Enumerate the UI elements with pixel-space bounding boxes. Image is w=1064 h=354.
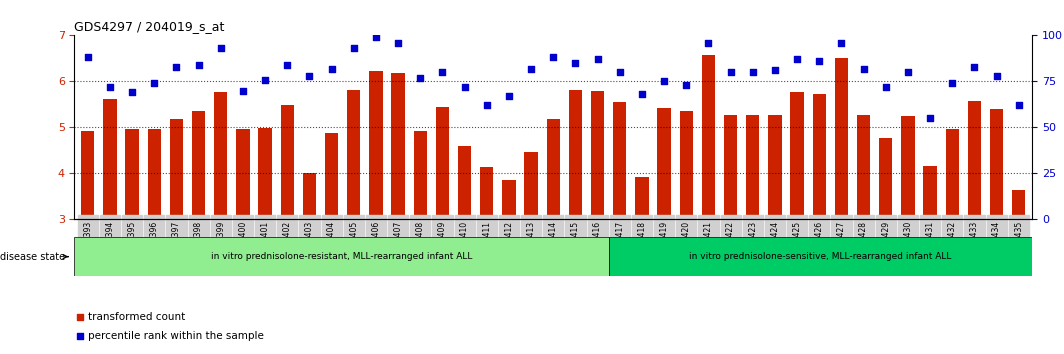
Point	[722, 69, 739, 75]
Bar	[680, 111, 693, 219]
Text: percentile rank within the sample: percentile rank within the sample	[87, 331, 264, 341]
Point	[700, 40, 717, 46]
Point	[212, 45, 230, 51]
Point	[380, 226, 397, 232]
Point	[500, 93, 517, 99]
Point	[412, 75, 429, 81]
Point	[655, 79, 672, 84]
Bar	[946, 129, 959, 219]
Bar	[613, 102, 627, 219]
Bar	[547, 119, 560, 219]
Point	[301, 73, 318, 79]
Point	[567, 60, 584, 66]
Point	[788, 57, 805, 62]
Bar	[635, 177, 649, 219]
Point	[79, 55, 96, 60]
Bar	[1012, 190, 1026, 219]
Point	[1010, 103, 1027, 108]
Bar	[768, 115, 782, 219]
Bar	[214, 92, 228, 219]
Bar	[126, 129, 138, 219]
Bar	[813, 94, 826, 219]
Bar	[458, 146, 471, 219]
Bar	[436, 107, 449, 219]
Point	[168, 64, 185, 69]
Bar	[414, 131, 427, 219]
Bar	[480, 167, 494, 219]
Bar	[658, 108, 670, 219]
Point	[966, 64, 983, 69]
Point	[434, 69, 451, 75]
Bar	[347, 90, 361, 219]
Point	[190, 62, 207, 68]
Bar	[724, 115, 737, 219]
FancyBboxPatch shape	[609, 237, 1032, 276]
Point	[234, 88, 251, 93]
Bar	[746, 115, 760, 219]
Point	[988, 73, 1005, 79]
Bar	[835, 58, 848, 219]
Point	[380, 52, 397, 58]
Bar	[103, 99, 117, 219]
Bar	[303, 172, 316, 219]
Point	[678, 82, 695, 88]
Point	[611, 69, 628, 75]
Bar	[192, 111, 205, 219]
Bar	[281, 105, 294, 219]
Point	[811, 58, 828, 64]
Point	[279, 62, 296, 68]
Point	[877, 84, 894, 90]
Point	[855, 66, 872, 72]
Text: disease state: disease state	[0, 252, 68, 262]
Point	[944, 80, 961, 86]
Point	[456, 84, 473, 90]
Point	[146, 80, 163, 86]
Point	[633, 91, 650, 97]
Point	[744, 69, 761, 75]
Bar	[968, 101, 981, 219]
Bar	[857, 115, 870, 219]
Bar	[148, 129, 161, 219]
Bar	[81, 131, 95, 219]
Bar	[879, 138, 893, 219]
Point	[345, 45, 362, 51]
Text: in vitro prednisolone-sensitive, MLL-rearranged infant ALL: in vitro prednisolone-sensitive, MLL-rea…	[689, 252, 951, 261]
Point	[833, 40, 850, 46]
Point	[323, 66, 340, 72]
Point	[766, 68, 783, 73]
Point	[545, 55, 562, 60]
Bar	[259, 129, 271, 219]
Bar	[924, 166, 936, 219]
Bar	[170, 119, 183, 219]
Point	[589, 57, 606, 62]
Bar	[569, 90, 582, 219]
Bar	[791, 92, 803, 219]
FancyBboxPatch shape	[74, 237, 609, 276]
Bar	[325, 133, 338, 219]
Bar	[525, 152, 537, 219]
Point	[389, 40, 406, 46]
Bar	[502, 181, 516, 219]
Point	[256, 77, 273, 82]
Bar	[990, 109, 1003, 219]
Bar	[369, 71, 383, 219]
Bar	[901, 116, 915, 219]
Point	[899, 69, 916, 75]
Bar	[236, 129, 250, 219]
Text: transformed count: transformed count	[87, 312, 185, 322]
Point	[101, 84, 118, 90]
Bar	[591, 91, 604, 219]
Text: GDS4297 / 204019_s_at: GDS4297 / 204019_s_at	[74, 20, 225, 33]
Bar	[392, 73, 404, 219]
Bar	[702, 55, 715, 219]
Point	[123, 90, 140, 95]
Point	[921, 115, 938, 121]
Text: in vitro prednisolone-resistant, MLL-rearranged infant ALL: in vitro prednisolone-resistant, MLL-rea…	[211, 252, 472, 261]
Point	[367, 34, 384, 40]
Point	[522, 66, 539, 72]
Point	[478, 103, 495, 108]
